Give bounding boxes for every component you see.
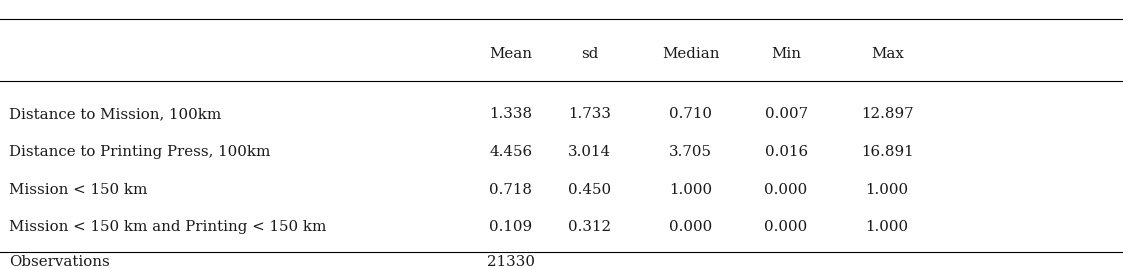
Text: 21330: 21330: [487, 255, 535, 269]
Text: 0.000: 0.000: [765, 220, 807, 234]
Text: 0.312: 0.312: [568, 220, 611, 234]
Text: 0.007: 0.007: [765, 107, 807, 121]
Text: Min: Min: [772, 47, 801, 61]
Text: 0.450: 0.450: [568, 183, 611, 197]
Text: 1.000: 1.000: [866, 220, 909, 234]
Text: sd: sd: [581, 47, 599, 61]
Text: Distance to Mission, 100km: Distance to Mission, 100km: [9, 107, 221, 121]
Text: 12.897: 12.897: [861, 107, 913, 121]
Text: 0.718: 0.718: [490, 183, 532, 197]
Text: Distance to Printing Press, 100km: Distance to Printing Press, 100km: [9, 145, 271, 159]
Text: 3.705: 3.705: [669, 145, 712, 159]
Text: Mission < 150 km and Printing < 150 km: Mission < 150 km and Printing < 150 km: [9, 220, 327, 234]
Text: Observations: Observations: [9, 255, 110, 269]
Text: 16.891: 16.891: [861, 145, 913, 159]
Text: 1.000: 1.000: [866, 183, 909, 197]
Text: Median: Median: [661, 47, 720, 61]
Text: 3.014: 3.014: [568, 145, 611, 159]
Text: 1.000: 1.000: [669, 183, 712, 197]
Text: 0.710: 0.710: [669, 107, 712, 121]
Text: Max: Max: [870, 47, 904, 61]
Text: 0.000: 0.000: [669, 220, 712, 234]
Text: 1.338: 1.338: [490, 107, 532, 121]
Text: 0.000: 0.000: [765, 183, 807, 197]
Text: Mean: Mean: [490, 47, 532, 61]
Text: 1.733: 1.733: [568, 107, 611, 121]
Text: 4.456: 4.456: [490, 145, 532, 159]
Text: 0.016: 0.016: [765, 145, 807, 159]
Text: Mission < 150 km: Mission < 150 km: [9, 183, 147, 197]
Text: 0.109: 0.109: [490, 220, 532, 234]
